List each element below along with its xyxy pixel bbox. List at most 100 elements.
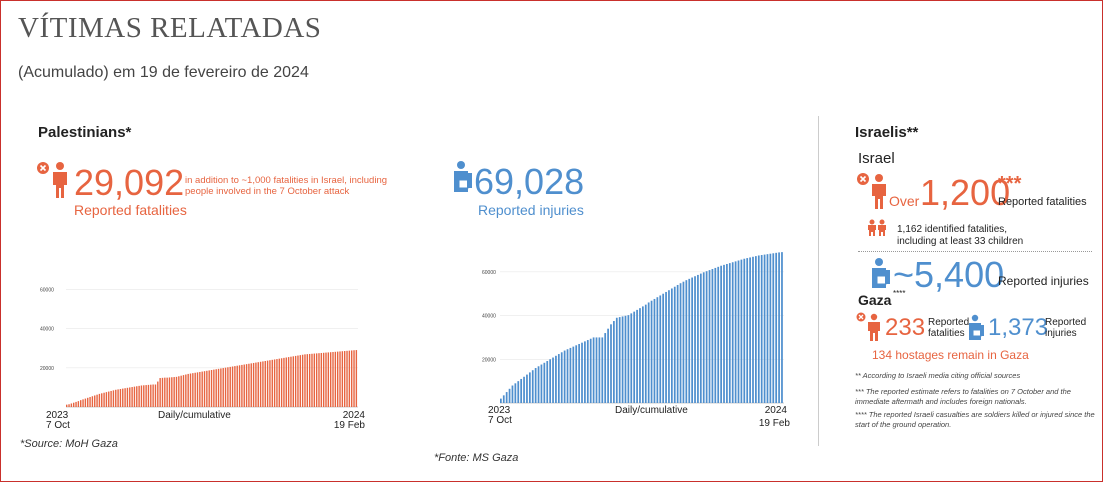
bar	[746, 258, 749, 403]
bar	[189, 373, 192, 407]
bar	[108, 391, 110, 407]
gaza-label: Gaza	[858, 292, 892, 308]
bar	[717, 266, 720, 403]
bar	[511, 385, 514, 403]
bar	[555, 355, 557, 403]
bar	[308, 353, 311, 407]
bar	[178, 376, 180, 407]
bar	[769, 253, 772, 403]
bar	[734, 261, 737, 403]
bar	[283, 357, 285, 407]
bar	[101, 393, 103, 407]
injured-person-icon	[454, 161, 472, 192]
bar	[702, 272, 705, 403]
bar	[633, 311, 636, 403]
bar	[220, 368, 222, 407]
israel-injuries-label: Reported injuries	[998, 274, 1089, 288]
bar	[723, 264, 725, 403]
y-tick-label: 40000	[482, 314, 496, 320]
bar	[500, 398, 502, 403]
israelis-dotted-divider	[858, 251, 1092, 252]
footnote-2: *** The reported estimate refers to fata…	[855, 387, 1071, 406]
footer-source: *Fonte: MS Gaza	[434, 452, 519, 464]
bar	[566, 349, 569, 403]
bar	[276, 359, 278, 407]
bar	[332, 352, 334, 407]
page-title: VÍTIMAS RELATADAS	[18, 12, 322, 44]
bar	[607, 328, 609, 403]
bar	[285, 357, 287, 407]
bar	[322, 352, 325, 407]
fatalities-chart-x-start-date: 7 Oct	[46, 420, 70, 431]
bar	[728, 263, 731, 403]
page-subtitle: (Acumulado) em 19 de fevereiro de 2024	[18, 64, 309, 81]
bar	[70, 403, 73, 407]
israel-fatalities-label: Reported fatalities	[998, 196, 1087, 208]
bar	[152, 384, 154, 407]
bar	[154, 384, 157, 407]
bar	[259, 361, 262, 407]
bar	[552, 357, 554, 403]
bar	[73, 402, 75, 407]
bar	[508, 388, 511, 403]
bar	[534, 368, 537, 403]
bar	[691, 277, 694, 403]
bar	[320, 352, 323, 407]
bar	[630, 313, 633, 403]
fatalities-chart-series-label: Daily/cumulative	[158, 410, 231, 421]
bar	[227, 367, 229, 407]
israel-fatalities-value: 1,200	[920, 172, 1011, 213]
bar	[112, 390, 115, 407]
bar	[355, 350, 358, 407]
bar	[336, 351, 339, 407]
bar	[273, 359, 276, 407]
bar	[659, 295, 662, 403]
fatalities-chart-x-end-year: 2024	[342, 410, 365, 421]
bar	[520, 378, 523, 403]
bar	[752, 256, 754, 403]
bar	[772, 253, 775, 403]
bar	[325, 352, 327, 407]
bar	[615, 317, 618, 403]
bar	[581, 342, 583, 403]
bar	[241, 364, 243, 407]
bar	[140, 385, 143, 407]
bar	[299, 355, 302, 407]
bar	[537, 366, 540, 403]
bar	[505, 392, 508, 403]
bar	[560, 352, 563, 403]
injuries-chart-x-start-date: 7 Oct	[488, 415, 512, 426]
bar	[673, 286, 676, 403]
bar	[269, 360, 271, 407]
bar	[185, 374, 187, 407]
bar	[250, 363, 252, 407]
identified-fatalities-note: 1,162 identified fatalities, including a…	[897, 224, 1024, 247]
bar	[175, 376, 178, 407]
bar	[110, 390, 112, 407]
palestinian-injuries-label: Reported injuries	[478, 202, 584, 218]
bar	[318, 353, 320, 407]
bar	[166, 377, 168, 407]
bar	[210, 370, 213, 407]
bar	[224, 367, 227, 407]
bar	[694, 276, 696, 403]
bar	[304, 354, 306, 407]
bar	[138, 385, 140, 407]
fatalities-chart-x-start-year: 2023	[46, 410, 69, 421]
bar	[584, 341, 586, 403]
bar	[514, 383, 517, 403]
bar	[238, 365, 241, 407]
section-divider	[818, 116, 819, 446]
bar	[75, 401, 77, 407]
bar	[636, 309, 638, 403]
bar	[91, 396, 94, 407]
bar	[601, 337, 604, 403]
bar	[199, 371, 201, 407]
bar	[168, 377, 171, 407]
bar	[604, 333, 607, 403]
bar	[339, 351, 341, 407]
bar	[89, 397, 91, 407]
bar	[662, 293, 665, 403]
bar	[215, 369, 217, 407]
gaza-fatalities-value: 233	[885, 314, 926, 341]
